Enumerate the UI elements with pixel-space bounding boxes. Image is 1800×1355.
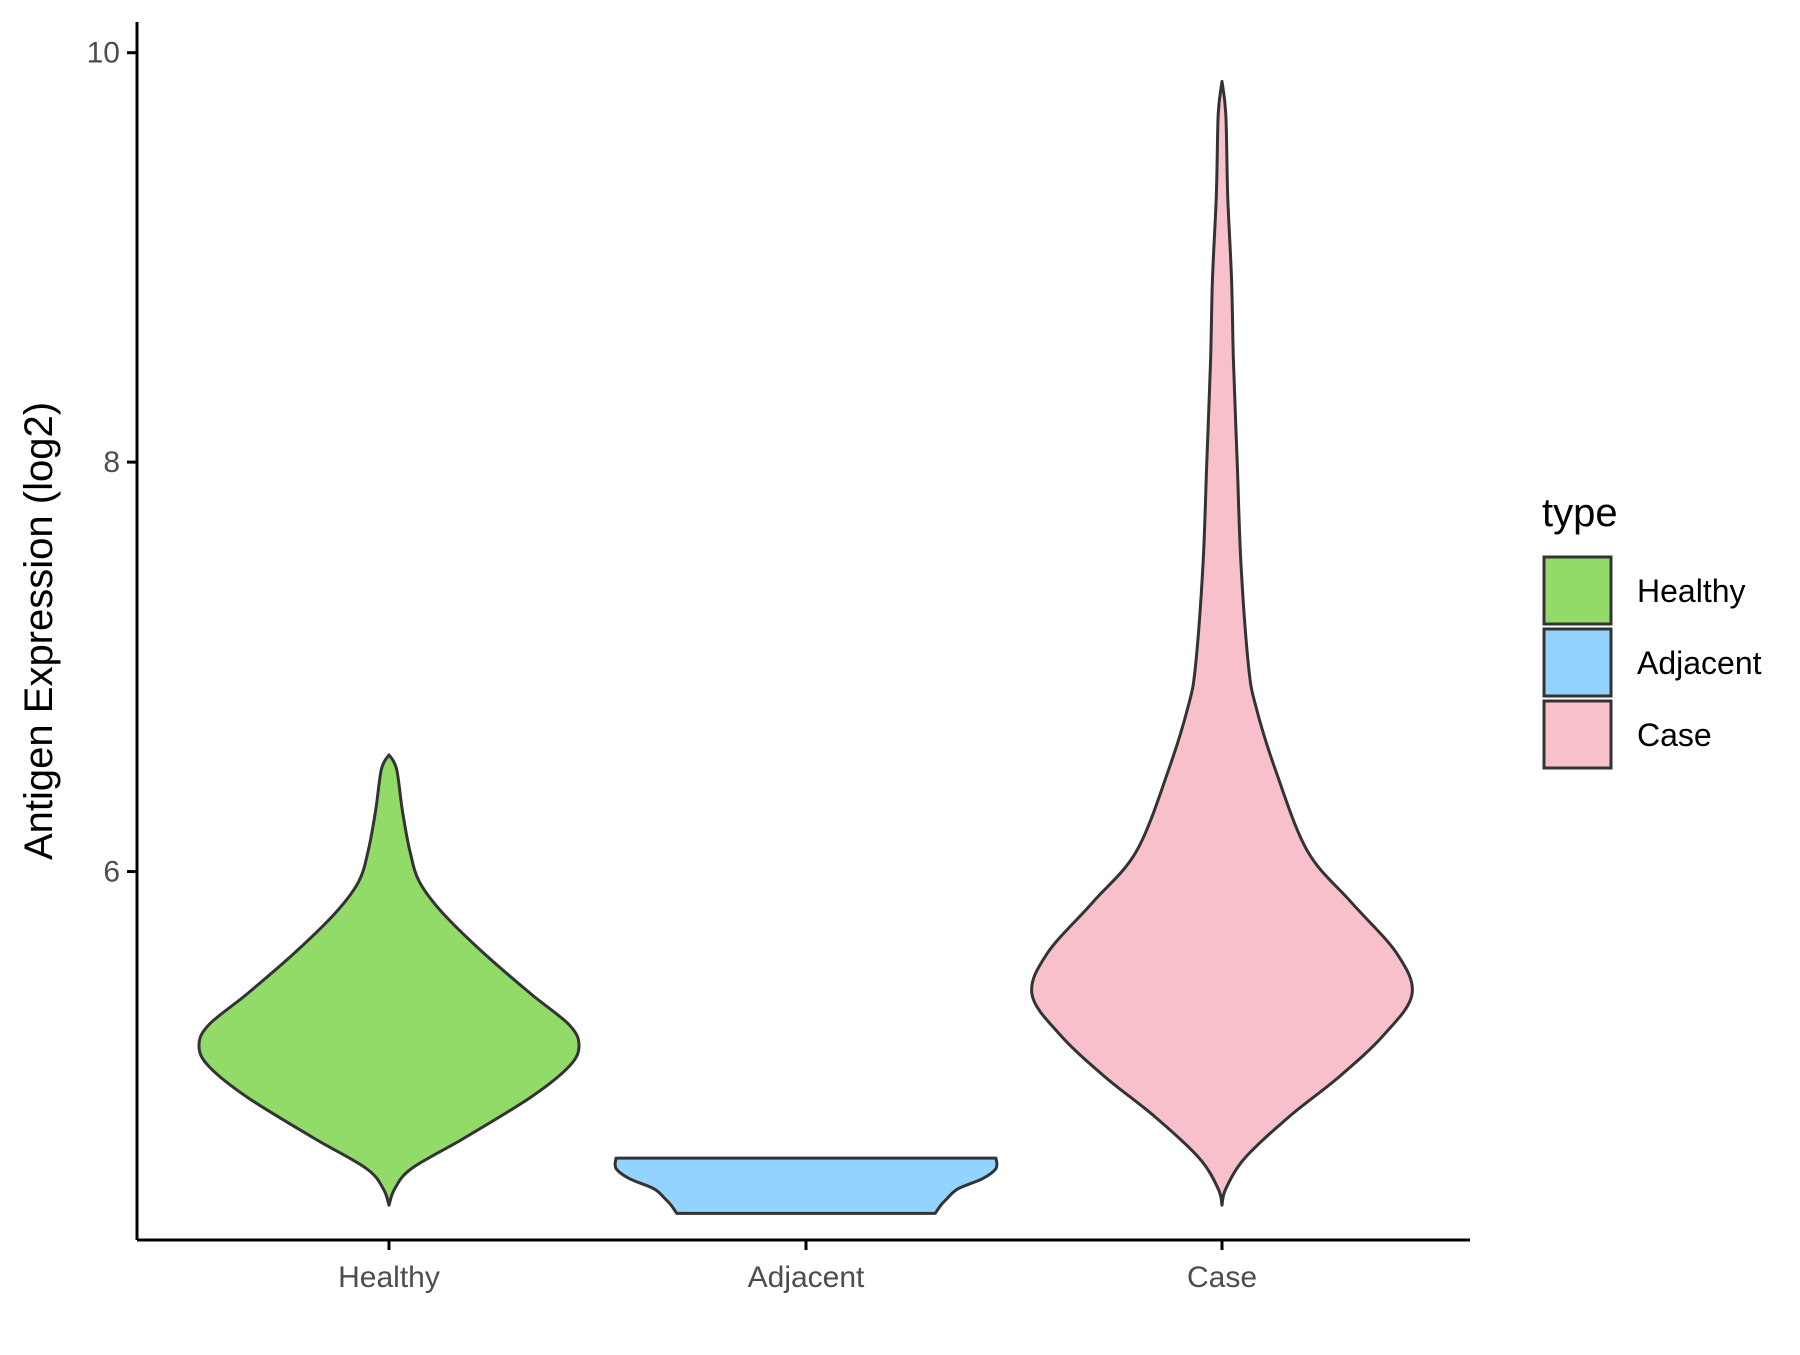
x-tick-label-adjacent: Adjacent — [748, 1261, 865, 1294]
legend-swatch-healthy — [1542, 555, 1613, 626]
legend-label-healthy: Healthy — [1637, 573, 1746, 609]
violin-case — [1030, 79, 1414, 1207]
violin-healthy — [197, 753, 581, 1207]
y-tick-label: 6 — [103, 856, 120, 889]
legend-label-adjacent: Adjacent — [1637, 645, 1762, 681]
x-tick-label-case: Case — [1187, 1261, 1257, 1294]
y-tick-label: 8 — [103, 446, 120, 479]
violin-layer — [197, 79, 1414, 1215]
y-axis-title: Antigen Expression (log2) — [17, 402, 61, 860]
violin-adjacent — [613, 1156, 999, 1215]
x-axis-ticks: Healthy Adjacent Case — [338, 1240, 1257, 1294]
legend-swatch-adjacent — [1542, 627, 1613, 698]
y-axis-ticks: 6 8 10 — [87, 37, 137, 889]
legend-title: type — [1542, 491, 1618, 535]
x-tick-label-healthy: Healthy — [338, 1261, 440, 1294]
legend: type Healthy Adjacent Case — [1542, 491, 1762, 770]
legend-entries: Healthy Adjacent Case — [1542, 555, 1762, 770]
legend-swatch-case — [1542, 699, 1613, 770]
y-tick-label: 10 — [87, 37, 120, 70]
legend-label-case: Case — [1637, 717, 1712, 753]
